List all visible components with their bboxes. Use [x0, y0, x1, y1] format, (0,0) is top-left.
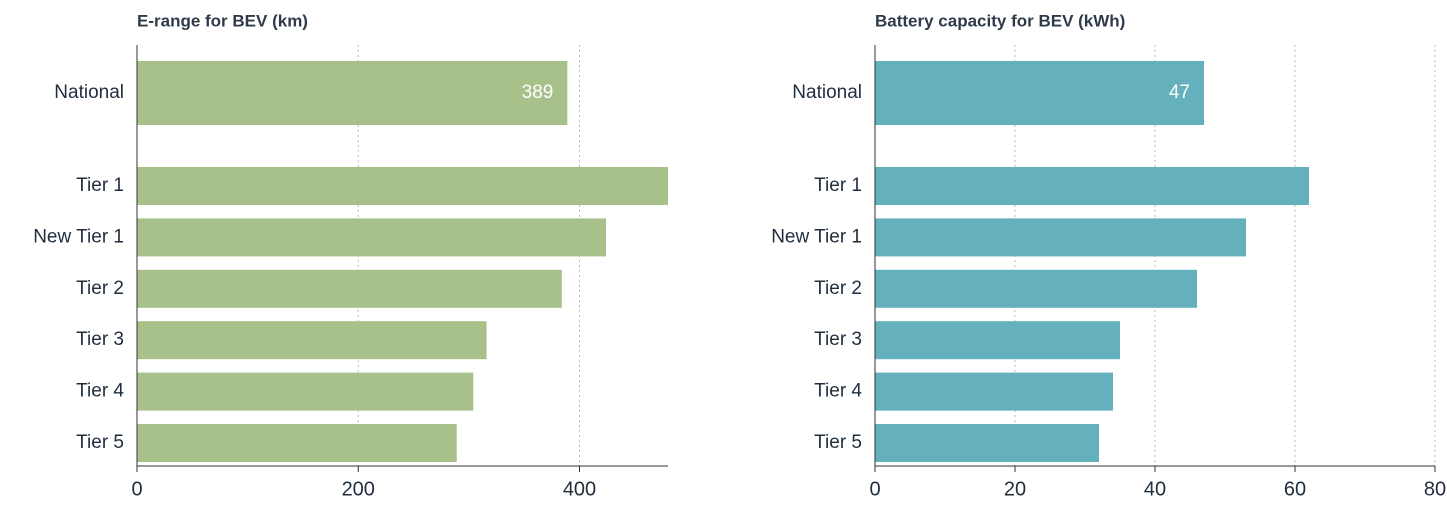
- y-tick-label: Tier 1: [814, 175, 862, 196]
- x-tick-label: 400: [563, 478, 596, 500]
- bar: [875, 424, 1099, 462]
- bar: [137, 424, 457, 462]
- x-tick-label: 60: [1284, 478, 1306, 500]
- bar: [137, 218, 607, 257]
- bar: [137, 372, 474, 411]
- chart-title: E-range for BEV (km): [137, 11, 308, 30]
- bar: [875, 218, 1246, 257]
- y-tick-label: Tier 5: [76, 432, 124, 453]
- bar: [137, 269, 562, 308]
- bar: [875, 372, 1113, 411]
- y-tick-label: National: [792, 82, 862, 103]
- chart-title: Battery capacity for BEV (kWh): [875, 11, 1125, 30]
- y-tick-label: Tier 3: [814, 329, 862, 350]
- x-tick-label: 0: [131, 478, 142, 500]
- bar: [875, 269, 1197, 308]
- x-tick-label: 40: [1144, 478, 1166, 500]
- bar: [875, 321, 1120, 360]
- data-label: 47: [1169, 82, 1190, 103]
- y-tick-label: National: [54, 82, 124, 103]
- y-tick-label: Tier 4: [814, 381, 862, 402]
- bar: [137, 61, 568, 125]
- bar: [875, 61, 1204, 125]
- bar: [137, 321, 487, 360]
- y-tick-label: Tier 4: [76, 381, 124, 402]
- x-tick-label: 20: [1004, 478, 1026, 500]
- y-tick-label: Tier 2: [76, 278, 124, 299]
- y-tick-label: Tier 1: [76, 175, 124, 196]
- y-tick-label: New Tier 1: [771, 226, 862, 247]
- y-tick-label: Tier 5: [814, 432, 862, 453]
- y-tick-label: Tier 2: [814, 278, 862, 299]
- x-tick-label: 80: [1424, 478, 1446, 500]
- bar: [137, 167, 668, 205]
- y-tick-label: New Tier 1: [33, 226, 124, 247]
- y-tick-label: Tier 3: [76, 329, 124, 350]
- x-tick-label: 200: [342, 478, 375, 500]
- bar: [875, 167, 1309, 205]
- x-tick-label: 0: [869, 478, 880, 500]
- data-label: 389: [522, 82, 554, 103]
